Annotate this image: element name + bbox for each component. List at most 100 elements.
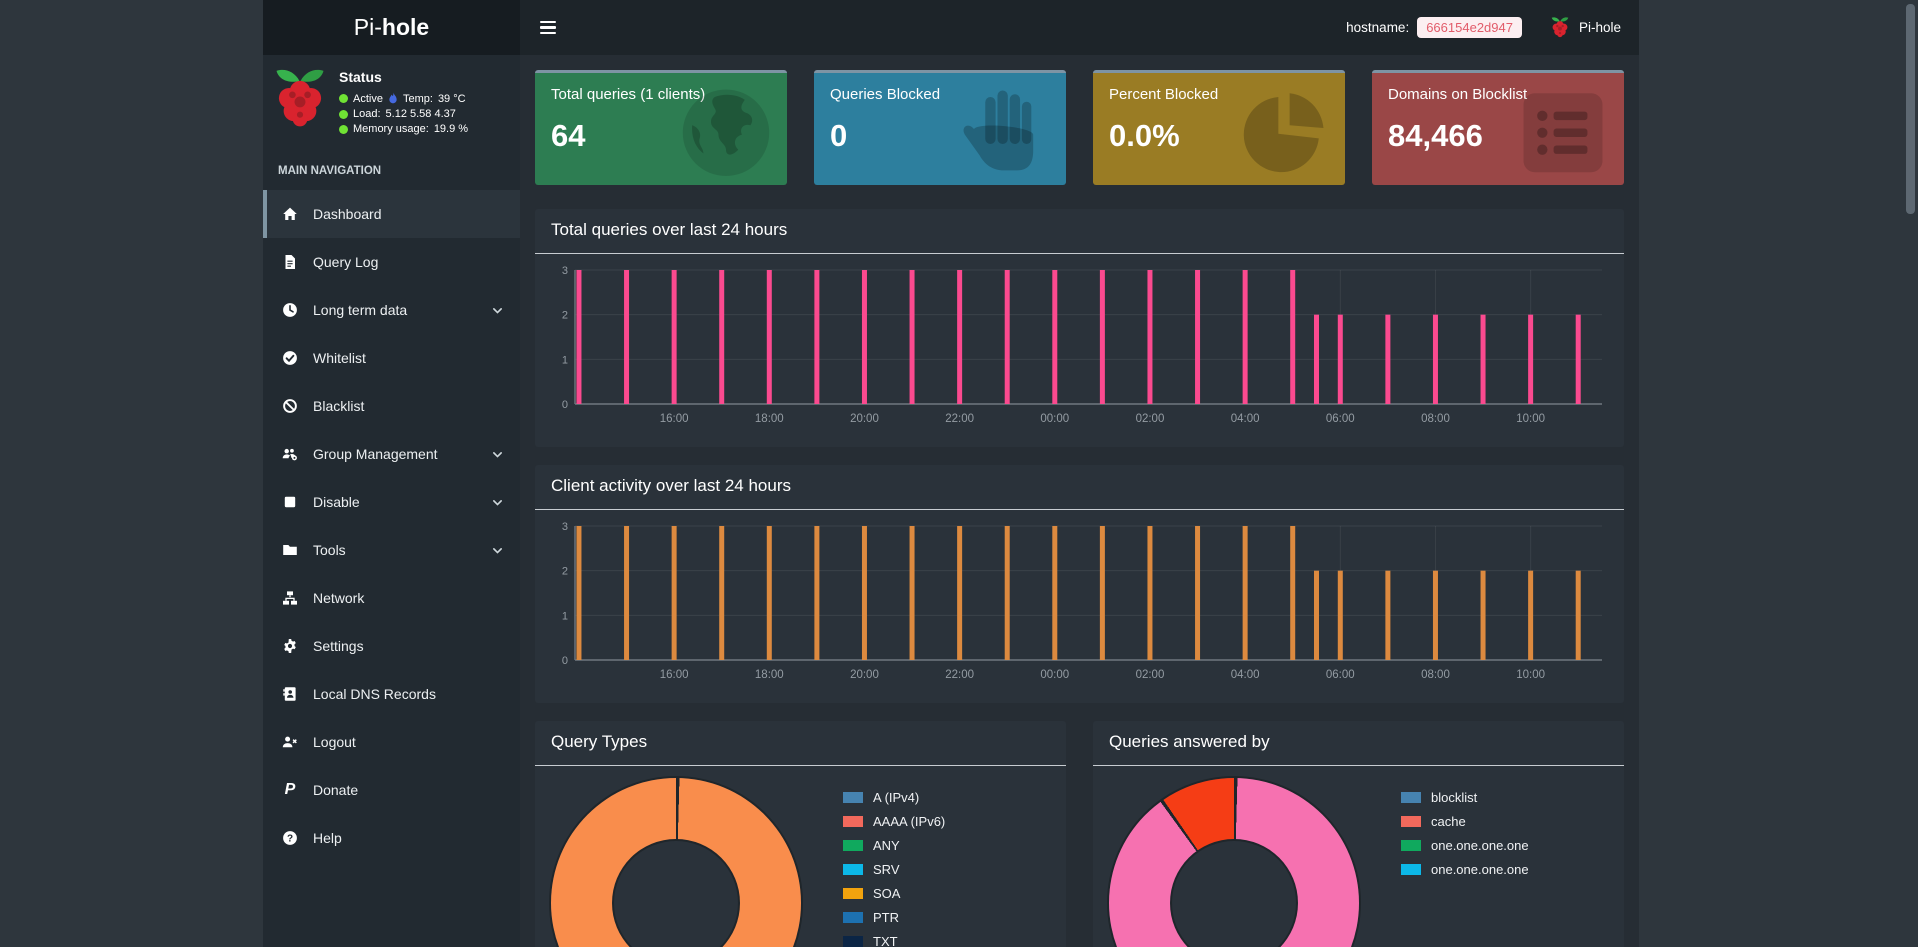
- topbar: Pi-hole hostname: 666154e2d947 Pi-hole: [263, 0, 1639, 55]
- queries-answered-legend: blocklist cache one.one.one.one one.one.one…: [1401, 790, 1529, 947]
- sidebar-item-tools[interactable]: Tools: [263, 526, 520, 574]
- card-domains-on-blocklist: Domains on Blocklist 84,466: [1372, 70, 1624, 185]
- hostname-badge: 666154e2d947: [1417, 17, 1522, 38]
- queries-answered-doughnut-chart[interactable]: [1109, 778, 1359, 947]
- status-active-label: Active: [353, 92, 383, 105]
- sidebar-item-label: Whitelist: [313, 350, 366, 366]
- svg-text:?: ?: [287, 834, 293, 845]
- legend-swatch: [843, 792, 863, 803]
- legend-item-one-one-one-one[interactable]: one.one.one.one: [1401, 862, 1529, 877]
- svg-text:1: 1: [562, 354, 568, 366]
- legend-item-a-ipv4[interactable]: A (IPv4): [843, 790, 945, 805]
- client-activity-bar-chart[interactable]: 0 1 2 3 16:00 18:00 20:00 22:00 00:00 02:00 04:00 0…: [549, 518, 1610, 686]
- question-circle-icon: ?: [279, 830, 301, 846]
- total-queries-bar-chart[interactable]: 0 1 2 3 16:00 18:00 20:00 22:00 00:00 02:00 04:00 0…: [549, 262, 1610, 430]
- sidebar-item-local-dns-records[interactable]: Local DNS Records: [263, 670, 520, 718]
- svg-text:3: 3: [562, 265, 568, 277]
- doughnut-hole: [1172, 841, 1296, 947]
- svg-text:20:00: 20:00: [850, 669, 879, 681]
- sidebar-item-whitelist[interactable]: Whitelist: [263, 334, 520, 382]
- svg-text:02:00: 02:00: [1136, 669, 1165, 681]
- legend-label: one.one.one.one: [1431, 838, 1529, 853]
- card-title: Domains on Blocklist: [1388, 86, 1528, 103]
- doughnut-hole: [614, 841, 738, 947]
- svg-text:18:00: 18:00: [755, 413, 784, 425]
- svg-text:06:00: 06:00: [1326, 669, 1355, 681]
- square-icon: [279, 494, 301, 510]
- svg-text:00:00: 00:00: [1040, 413, 1069, 425]
- sidebar-toggle-button[interactable]: [534, 12, 562, 44]
- card-value: 0.0%: [1109, 118, 1180, 153]
- legend-item-one-one-one-one[interactable]: one.one.one.one: [1401, 838, 1529, 853]
- chevron-down-icon: [491, 496, 504, 509]
- chevron-down-icon: [491, 544, 504, 557]
- sidebar-item-dashboard[interactable]: Dashboard: [263, 190, 520, 238]
- sidebar-item-network[interactable]: Network: [263, 574, 520, 622]
- panel-divider: [535, 509, 1624, 510]
- legend-item-blocklist[interactable]: blocklist: [1401, 790, 1529, 805]
- scrollbar-thumb[interactable]: [1906, 4, 1915, 214]
- status-dot-icon: [339, 109, 348, 119]
- panel-title: Query Types: [551, 732, 648, 751]
- pihole-logo[interactable]: Pi-hole: [263, 0, 520, 55]
- nav-section-header: MAIN NAVIGATION: [278, 165, 382, 177]
- svg-text:16:00: 16:00: [660, 669, 689, 681]
- svg-text:10:00: 10:00: [1516, 669, 1545, 681]
- sidebar-item-logout[interactable]: Logout: [263, 718, 520, 766]
- chevron-down-icon: [491, 448, 504, 461]
- memory-value: 19.9 %: [433, 123, 469, 135]
- legend-item-txt[interactable]: TXT: [843, 934, 945, 947]
- globe-icon: [679, 86, 773, 180]
- sidebar-item-disable[interactable]: Disable: [263, 478, 520, 526]
- sidebar-item-blacklist[interactable]: Blacklist: [263, 382, 520, 430]
- card-title: Queries Blocked: [830, 86, 941, 103]
- card-queries-blocked: Queries Blocked 0: [814, 70, 1066, 185]
- legend-item-srv[interactable]: SRV: [843, 862, 945, 877]
- sidebar-item-label: Network: [313, 590, 365, 606]
- legend-label: TXT: [873, 934, 898, 947]
- pie-icon: [1237, 86, 1331, 180]
- legend-item-any[interactable]: ANY: [843, 838, 945, 853]
- panel-divider: [1093, 765, 1624, 766]
- sidebar: Status Active Temp: 39 °C Load: 5.12 5.5…: [263, 55, 520, 947]
- svg-text:2: 2: [562, 310, 568, 322]
- topbar-brand-link[interactable]: Pi-hole: [1550, 15, 1621, 41]
- svg-text:0: 0: [562, 399, 568, 411]
- legend-item-soa[interactable]: SOA: [843, 886, 945, 901]
- legend-label: SOA: [873, 886, 901, 901]
- legend-swatch: [1401, 864, 1421, 875]
- raspberry-logo: [271, 64, 329, 138]
- query-types-doughnut-chart[interactable]: [551, 778, 801, 947]
- legend-label: one.one.one.one: [1431, 862, 1529, 877]
- paypal-icon: P: [284, 781, 296, 798]
- legend-item-ptr[interactable]: PTR: [843, 910, 945, 925]
- list-icon: [1516, 86, 1610, 180]
- summary-cards-row: Total queries (1 clients) 64 Queries Block…: [535, 70, 1624, 185]
- sidebar-item-label: Logout: [313, 734, 356, 750]
- legend-label: cache: [1431, 814, 1466, 829]
- card-percent-blocked: Percent Blocked 0.0%: [1093, 70, 1345, 185]
- pihole-admin-window: Pi-hole hostname: 666154e2d947 Pi-hole S…: [263, 0, 1639, 947]
- load-value: 5.12 5.58 4.37: [385, 108, 456, 120]
- temp-label: Temp:: [402, 92, 433, 105]
- sidebar-item-help[interactable]: ? Help: [263, 814, 520, 862]
- sidebar-item-settings[interactable]: Settings: [263, 622, 520, 670]
- legend-swatch: [843, 840, 863, 851]
- svg-text:2: 2: [562, 566, 568, 578]
- sidebar-item-group-management[interactable]: Group Management: [263, 430, 520, 478]
- legend-item-cache[interactable]: cache: [1401, 814, 1529, 829]
- sidebar-item-long-term-data[interactable]: Long term data: [263, 286, 520, 334]
- legend-label: SRV: [873, 862, 900, 877]
- panel-divider: [535, 253, 1624, 254]
- svg-text:08:00: 08:00: [1421, 413, 1450, 425]
- legend-item-aaaa-ipv6[interactable]: AAAA (IPv6): [843, 814, 945, 829]
- sidebar-item-donate[interactable]: P Donate: [263, 766, 520, 814]
- svg-text:10:00: 10:00: [1516, 413, 1545, 425]
- sidebar-item-query-log[interactable]: Query Log: [263, 238, 520, 286]
- legend-swatch: [843, 864, 863, 875]
- svg-text:02:00: 02:00: [1136, 413, 1165, 425]
- card-title: Total queries (1 clients): [551, 86, 706, 103]
- legend-swatch: [1401, 816, 1421, 827]
- sidebar-item-label: Disable: [313, 494, 360, 510]
